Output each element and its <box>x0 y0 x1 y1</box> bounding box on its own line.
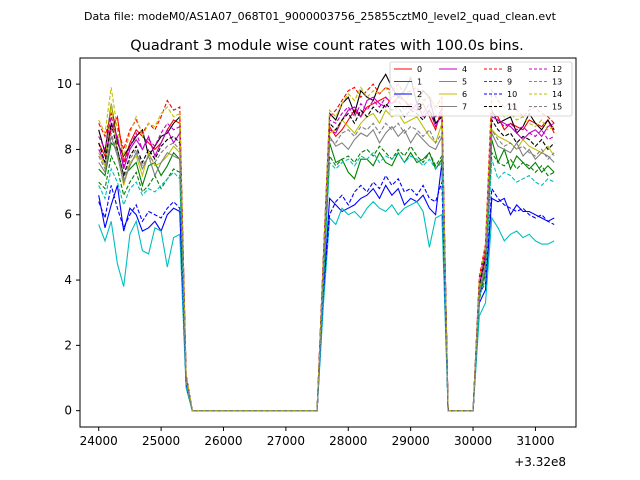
y-tick-label: 2 <box>64 338 72 352</box>
series-line-module-5 <box>98 200 555 412</box>
legend-box <box>389 61 573 117</box>
chart-title: Quadrant 3 module wise count rates with … <box>130 38 524 54</box>
legend-label: 1 <box>417 78 422 87</box>
x-tick-label: 31000 <box>516 434 554 448</box>
x-tick-label: 28000 <box>329 434 367 448</box>
x-offset-label: +3.32e8 <box>514 455 566 469</box>
legend-label: 13 <box>552 78 562 87</box>
legend-label: 8 <box>507 65 512 74</box>
legend-label: 12 <box>552 65 562 74</box>
x-tick-label: 26000 <box>204 434 242 448</box>
y-tick-label: 8 <box>64 142 72 156</box>
legend-label: 10 <box>507 90 517 99</box>
series-line-module-15 <box>98 122 555 412</box>
legend-label: 6 <box>462 90 467 99</box>
legend-label: 15 <box>552 103 562 112</box>
series-line-module-10 <box>98 174 555 412</box>
legend-label: 4 <box>462 65 467 74</box>
series-line-module-14 <box>98 86 555 412</box>
plot-frame <box>79 57 577 428</box>
x-tick-label: 29000 <box>392 434 430 448</box>
legend-label: 9 <box>507 78 512 87</box>
x-axis: 24000 25000 26000 27000 28000 29000 30000 31000 <box>80 427 555 448</box>
y-tick-label: 10 <box>57 77 72 91</box>
legend-label: 11 <box>507 103 517 112</box>
x-tick-label: 30000 <box>454 434 492 448</box>
y-tick-label: 0 <box>64 404 72 418</box>
legend-label: 0 <box>417 65 422 74</box>
x-tick-label: 24000 <box>80 434 118 448</box>
y-tick-label: 4 <box>64 273 72 287</box>
x-tick-label: 25000 <box>142 434 180 448</box>
figure-suptitle: Data file: modeM0/AS1A07_068T01_90000037… <box>84 10 557 23</box>
y-axis: 0 2 4 6 8 10 <box>57 77 80 418</box>
y-tick-label: 6 <box>64 208 72 222</box>
legend-label: 7 <box>462 103 467 112</box>
legend-label: 14 <box>552 90 562 99</box>
x-tick-label: 27000 <box>267 434 305 448</box>
legend-label: 2 <box>417 90 422 99</box>
legend-label: 3 <box>417 103 422 112</box>
legend-label: 5 <box>462 78 467 87</box>
plot-lines <box>98 73 555 412</box>
